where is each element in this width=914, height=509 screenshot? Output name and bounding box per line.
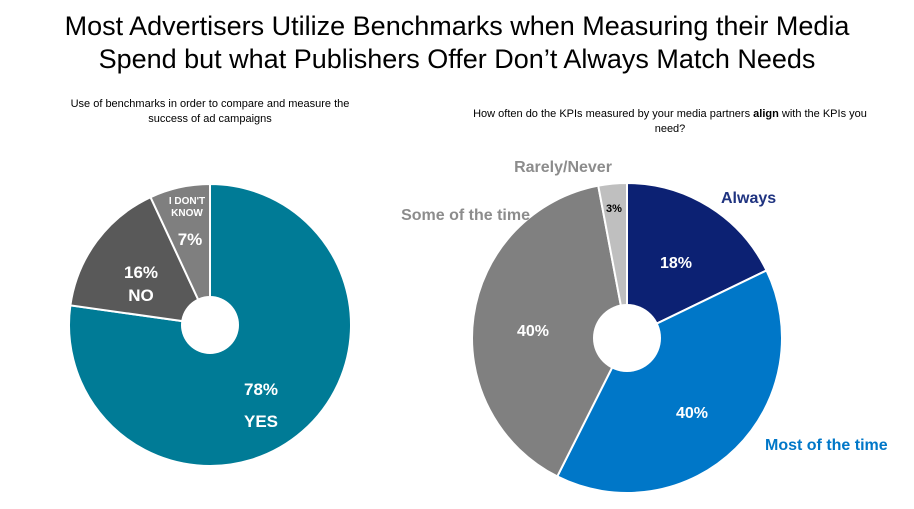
pie-slice-yes — [68, 182, 352, 467]
pie-center-hole — [181, 296, 239, 354]
category-label-some-of-the-time: Some of the time — [401, 207, 530, 224]
pie-center-hole — [593, 304, 661, 372]
pie-slice-most-of-the-time — [555, 269, 783, 494]
category-label-rarely-never: Rarely/Never — [514, 159, 612, 176]
pie-chart-kpi-alignment: 18% 40% 40% 3% Always Most of the time Some of… — [401, 159, 888, 494]
data-label-some-value: 40% — [517, 323, 549, 340]
chart-2-title-line-1: How often do the KPIs measured by your m… — [440, 107, 900, 122]
pie-slice-no — [69, 195, 212, 327]
pie-slice-i-don-t-know — [149, 182, 211, 326]
pie-slice-some-of-the-time — [471, 184, 629, 478]
page-title: Most Advertisers Utilize Benchmarks when… — [0, 10, 914, 76]
data-label-no-name: NO — [128, 286, 154, 305]
chart-2-title-line-2: need? — [654, 123, 686, 135]
data-label-yes-name: YES — [244, 412, 278, 431]
chart-2-title: How often do the KPIs measured by your m… — [440, 107, 900, 137]
chart-2-title-bold: align — [753, 108, 779, 120]
chart-2-title-after: with the KPIs you — [778, 108, 867, 120]
title-line-1: Most Advertisers Utilize Benchmarks when… — [64, 11, 850, 41]
chart-1-title-line-2: success of ad campaigns — [148, 113, 272, 125]
chart-1-title: Use of benchmarks in order to compare an… — [30, 97, 390, 127]
data-label-no-value: 16% — [124, 263, 158, 282]
data-label-dont-know-name-line-1: I DON'T — [169, 196, 205, 207]
pie-slice-rarely-never — [597, 181, 628, 339]
chart-2-title-before: How often do the KPIs measured by your m… — [473, 108, 754, 120]
data-label-dont-know-name-line-2: KNOW — [171, 208, 203, 219]
data-label-most-value: 40% — [676, 405, 708, 422]
pie-slice-always — [626, 181, 768, 340]
data-label-yes-value: 78% — [244, 380, 278, 399]
title-line-2: Spend but what Publishers Offer Don’t Al… — [98, 44, 816, 74]
chart-1-title-line-1: Use of benchmarks in order to compare an… — [70, 98, 350, 110]
data-label-dont-know-value: 7% — [178, 230, 203, 249]
category-label-always: Always — [721, 190, 776, 207]
category-label-most-of-the-time: Most of the time — [765, 437, 888, 454]
data-label-rarely-value: 3% — [606, 203, 622, 215]
data-label-always-value: 18% — [660, 255, 692, 272]
